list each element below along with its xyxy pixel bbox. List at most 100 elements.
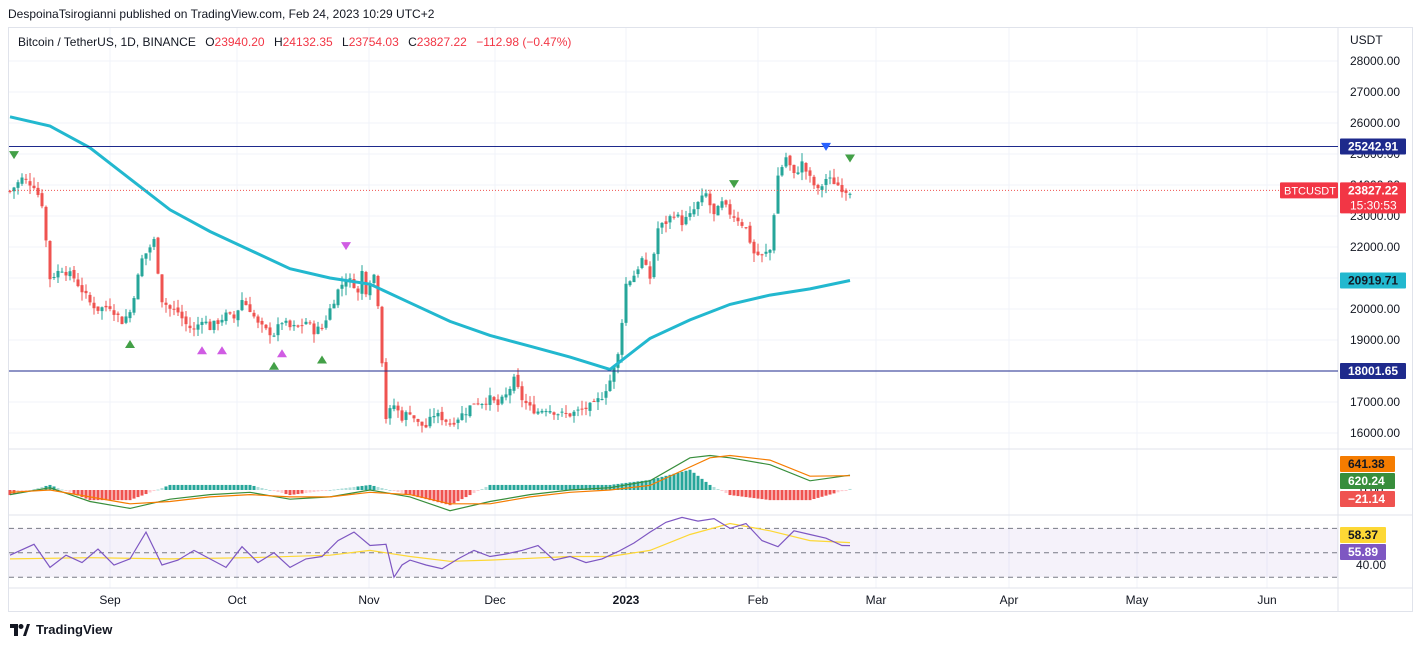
price-tick-label: 19000.00	[1350, 333, 1400, 347]
signal-up-marker	[197, 346, 207, 355]
rsi-value-badge: 55.89	[1348, 545, 1378, 559]
macd-histogram-bar	[52, 486, 56, 490]
candle-body	[652, 253, 656, 278]
candle-body	[844, 190, 848, 193]
macd-histogram-bar	[620, 483, 624, 490]
candle-body	[664, 221, 668, 225]
last-price-badge-bg	[1340, 182, 1406, 214]
candle-body	[368, 284, 372, 296]
candle-body	[264, 324, 268, 329]
candle-body	[24, 178, 28, 180]
macd-histogram-bar	[452, 490, 456, 504]
last-price-badge: 23827.22	[1348, 183, 1398, 197]
rsi-ma-badge-bg	[1340, 527, 1386, 543]
price-tick-label: 28000.00	[1350, 54, 1400, 68]
candle-body	[800, 161, 804, 173]
macd-histogram-bar	[664, 475, 668, 490]
macd-histogram-bar	[360, 485, 364, 490]
candle-body	[140, 258, 144, 277]
macd-histogram-bar	[240, 484, 244, 490]
macd-histogram-bar	[164, 486, 168, 490]
high-label: H	[273, 35, 283, 49]
candle-body	[672, 216, 676, 218]
macd-histogram-bar	[516, 484, 520, 490]
macd-histogram-bar	[764, 490, 768, 500]
macd-histogram-bar	[840, 490, 844, 492]
candle-body	[260, 320, 264, 325]
macd-histogram-bar	[668, 474, 672, 490]
candle-body	[220, 319, 224, 323]
candle-body	[208, 321, 212, 331]
macd-histogram-bar	[584, 484, 588, 490]
rsi-pane	[9, 516, 1338, 579]
candle-body	[48, 240, 52, 280]
signal-up-marker	[277, 349, 287, 358]
macd-histogram-bar	[632, 481, 636, 490]
candle-body	[728, 204, 732, 215]
macd-histogram-bar	[800, 490, 804, 501]
candle-body	[224, 312, 228, 322]
candle-body	[408, 412, 412, 415]
macd-histogram-bar	[684, 470, 688, 490]
candle-body	[232, 314, 236, 319]
macd-histogram-bar	[268, 490, 272, 491]
candle-body	[332, 303, 336, 309]
price-pane	[8, 115, 1338, 433]
macd-histogram-bar	[480, 488, 484, 490]
macd-histogram-bar	[56, 487, 60, 490]
candle-body	[412, 415, 416, 419]
ma-badge-bg	[1340, 272, 1406, 289]
axis-badges: 25242.91 18001.65 20919.71 23827.2215:30:53…	[1280, 138, 1406, 560]
price-tick-label: 20000.00	[1350, 302, 1400, 316]
candle-body	[284, 320, 288, 323]
macd-histogram-bar	[588, 484, 592, 490]
macd-histogram-bar	[552, 484, 556, 490]
chart-frame	[8, 27, 1413, 612]
macd-histogram-bar	[180, 484, 184, 490]
macd-histogram-bar	[580, 484, 584, 490]
candle-body	[36, 187, 40, 195]
macd-histogram-bar	[404, 490, 408, 495]
macd-histogram-bar	[436, 490, 440, 503]
macd-histogram-bar	[108, 490, 112, 501]
candle-body	[564, 412, 568, 414]
macd-histogram-bar	[36, 487, 40, 490]
candle-body	[388, 408, 392, 419]
candle-body	[136, 274, 140, 300]
macd-histogram-bar	[412, 490, 416, 497]
candle-body	[496, 399, 500, 406]
candle-body	[196, 324, 200, 330]
candle-body	[692, 209, 696, 215]
macd-histogram-bar	[28, 490, 32, 491]
tradingview-footer[interactable]: TradingView	[10, 622, 112, 637]
macd-histogram-bar	[796, 490, 800, 501]
candle-body	[784, 157, 788, 167]
macd-histogram-bar	[288, 490, 292, 496]
rsi-line	[9, 516, 851, 579]
candle-body	[532, 404, 536, 414]
candle-body	[668, 216, 672, 223]
candle-body	[724, 200, 728, 205]
candle-body	[188, 325, 192, 329]
macd-histogram-bar	[216, 484, 220, 490]
candle-body	[688, 213, 692, 217]
candle-body	[744, 227, 748, 229]
macd-histogram-bar	[784, 490, 788, 501]
candle-body	[88, 294, 92, 303]
candle-body	[12, 187, 16, 192]
macd-histogram-bar	[116, 490, 120, 501]
candle-body	[700, 195, 704, 203]
macd-histogram-bar	[508, 484, 512, 490]
time-tick-label: Oct	[228, 593, 247, 607]
macd-histogram-bar	[708, 484, 712, 490]
candle-body	[488, 395, 492, 405]
candle-body	[400, 410, 404, 421]
candle-body	[160, 274, 164, 303]
candle-body	[820, 186, 824, 190]
candle-body	[508, 388, 512, 396]
candle-body	[248, 304, 252, 313]
macd-histogram-bar	[352, 486, 356, 490]
candle-body	[600, 399, 604, 401]
macd-histogram-bar	[368, 484, 372, 490]
